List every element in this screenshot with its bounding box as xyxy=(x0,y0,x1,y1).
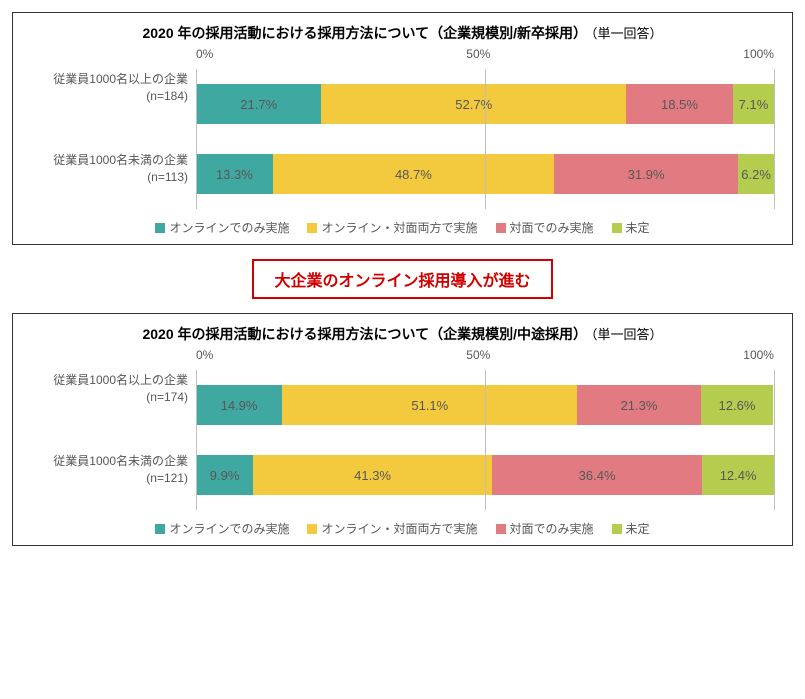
plot-area: 0% 50% 100% 21.7%52.7%18.5%7.1% 13.3%48.7%31… xyxy=(196,47,774,209)
plot-wrap: 従業員1000名以上の企業(n=184) 従業員1000名未満の企業(n=113)… xyxy=(31,47,774,209)
chart-title-sub: （単一回答） xyxy=(591,327,663,342)
bar-segment-undecided: 6.2% xyxy=(738,154,774,194)
plot-wrap: 従業員1000名以上の企業(n=174) 従業員1000名未満の企業(n=121)… xyxy=(31,348,774,510)
bar-segment-online_only: 9.9% xyxy=(196,455,253,495)
bar-segment-online_only: 14.9% xyxy=(196,385,282,425)
bar-row: 14.9%51.1%21.3%12.6% xyxy=(196,385,774,425)
gridline xyxy=(774,370,775,510)
bar-row: 13.3%48.7%31.9%6.2% xyxy=(196,154,774,194)
bar-segment-undecided: 12.4% xyxy=(702,455,774,495)
y-axis-labels: 従業員1000名以上の企業(n=174) 従業員1000名未満の企業(n=121) xyxy=(31,348,196,510)
category-label-line1: 従業員1000名未満の企業 xyxy=(31,453,188,470)
legend-label: オンライン・対面両方で実施 xyxy=(321,219,477,236)
legend-item-online_only: オンラインでのみ実施 xyxy=(155,520,289,537)
bar-segment-in_person: 18.5% xyxy=(626,84,733,124)
chart-title: 2020 年の採用活動における採用方法について（企業規模別/新卒採用） （単一回答… xyxy=(31,23,774,43)
x-tick-label: 100% xyxy=(743,348,774,362)
legend-swatch xyxy=(307,223,317,233)
legend-item-undecided: 未定 xyxy=(612,520,650,537)
category-label-line1: 従業員1000名以上の企業 xyxy=(31,372,188,389)
legend-item-online_only: オンラインでのみ実施 xyxy=(155,219,289,236)
callout-text: 大企業のオンライン採用導入が進む xyxy=(252,259,552,299)
y-axis-labels: 従業員1000名以上の企業(n=184) 従業員1000名未満の企業(n=113) xyxy=(31,47,196,209)
legend-label: 対面でのみ実施 xyxy=(510,219,594,236)
bar-segment-online_only: 21.7% xyxy=(196,84,321,124)
x-axis-labels: 0% 50% 100% xyxy=(196,348,774,362)
x-axis-labels: 0% 50% 100% xyxy=(196,47,774,61)
legend-item-undecided: 未定 xyxy=(612,219,650,236)
plot-area: 0% 50% 100% 14.9%51.1%21.3%12.6% 9.9%41.3%36… xyxy=(196,348,774,510)
legend-label: オンライン・対面両方で実施 xyxy=(321,520,477,537)
bar-segment-undecided: 12.6% xyxy=(701,385,774,425)
legend: オンラインでのみ実施 オンライン・対面両方で実施 対面でのみ実施 未定 xyxy=(31,219,774,236)
category-label: 従業員1000名未満の企業(n=113) xyxy=(31,152,188,186)
bar-segment-in_person: 31.9% xyxy=(554,154,738,194)
legend-item-in_person: 対面でのみ実施 xyxy=(496,520,594,537)
bar-segment-both: 51.1% xyxy=(282,385,577,425)
legend: オンラインでのみ実施 オンライン・対面両方で実施 対面でのみ実施 未定 xyxy=(31,520,774,537)
legend-item-both: オンライン・対面両方で実施 xyxy=(307,520,477,537)
legend-swatch xyxy=(496,223,506,233)
bars-container: 21.7%52.7%18.5%7.1% 13.3%48.7%31.9%6.2% xyxy=(196,69,774,209)
x-tick-label: 50% xyxy=(466,47,490,61)
legend-swatch xyxy=(155,524,165,534)
chart-title-main: 2020 年の採用活動における採用方法について（企業規模別/中途採用） xyxy=(142,326,587,342)
category-label-line2: (n=184) xyxy=(31,88,188,105)
bar-segment-both: 48.7% xyxy=(273,154,554,194)
chart-panel-1: 2020 年の採用活動における採用方法について（企業規模別/中途採用） （単一回答… xyxy=(12,313,793,546)
legend-label: 未定 xyxy=(626,219,650,236)
bar-segment-in_person: 21.3% xyxy=(577,385,700,425)
chart-panel-0: 2020 年の採用活動における採用方法について（企業規模別/新卒採用） （単一回答… xyxy=(12,12,793,245)
category-label-line1: 従業員1000名未満の企業 xyxy=(31,152,188,169)
legend-item-both: オンライン・対面両方で実施 xyxy=(307,219,477,236)
chart-title: 2020 年の採用活動における採用方法について（企業規模別/中途採用） （単一回答… xyxy=(31,324,774,344)
legend-label: オンラインでのみ実施 xyxy=(169,219,289,236)
gridline xyxy=(774,69,775,209)
category-label-line1: 従業員1000名以上の企業 xyxy=(31,71,188,88)
bar-row: 9.9%41.3%36.4%12.4% xyxy=(196,455,774,495)
legend-swatch xyxy=(155,223,165,233)
category-label: 従業員1000名未満の企業(n=121) xyxy=(31,453,188,487)
bar-segment-undecided: 7.1% xyxy=(733,84,774,124)
bar-row: 21.7%52.7%18.5%7.1% xyxy=(196,84,774,124)
legend-swatch xyxy=(612,223,622,233)
bar-segment-both: 41.3% xyxy=(253,455,492,495)
legend-swatch xyxy=(612,524,622,534)
x-tick-label: 0% xyxy=(196,47,213,61)
legend-swatch xyxy=(307,524,317,534)
category-label-line2: (n=113) xyxy=(31,169,188,186)
x-tick-label: 50% xyxy=(466,348,490,362)
category-label-line2: (n=121) xyxy=(31,470,188,487)
category-label: 従業員1000名以上の企業(n=184) xyxy=(31,71,188,105)
legend-item-in_person: 対面でのみ実施 xyxy=(496,219,594,236)
category-label-line2: (n=174) xyxy=(31,389,188,406)
category-label: 従業員1000名以上の企業(n=174) xyxy=(31,372,188,406)
legend-label: 未定 xyxy=(626,520,650,537)
x-tick-label: 0% xyxy=(196,348,213,362)
legend-label: 対面でのみ実施 xyxy=(510,520,594,537)
bar-segment-in_person: 36.4% xyxy=(492,455,702,495)
x-tick-label: 100% xyxy=(743,47,774,61)
legend-label: オンラインでのみ実施 xyxy=(169,520,289,537)
bar-segment-online_only: 13.3% xyxy=(196,154,273,194)
chart-title-sub: （単一回答） xyxy=(591,26,663,41)
bar-segment-both: 52.7% xyxy=(321,84,626,124)
legend-swatch xyxy=(496,524,506,534)
bars-container: 14.9%51.1%21.3%12.6% 9.9%41.3%36.4%12.4% xyxy=(196,370,774,510)
chart-title-main: 2020 年の採用活動における採用方法について（企業規模別/新卒採用） xyxy=(142,25,587,41)
